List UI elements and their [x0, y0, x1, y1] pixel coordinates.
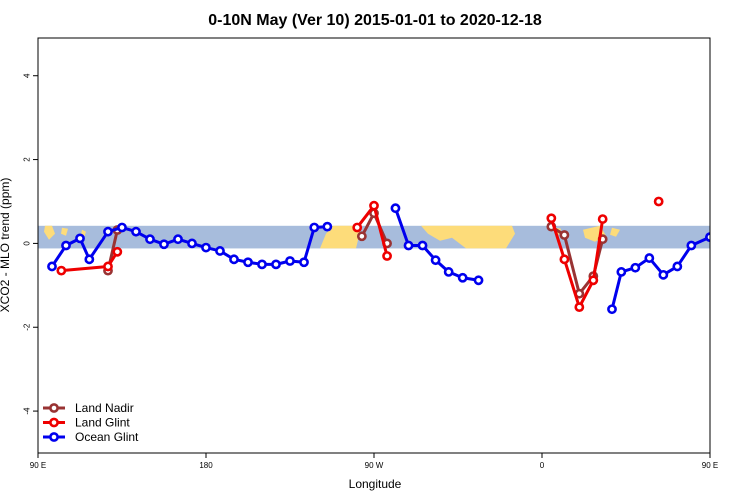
data-point: [322, 221, 333, 232]
y-tick-label: 4: [22, 73, 31, 78]
y-axis-label: XCO2 - MLO trend (ppm): [0, 178, 12, 313]
data-point: [382, 251, 392, 261]
data-point: [187, 238, 197, 249]
y-tick-label: 0: [22, 241, 31, 246]
land-patch: [61, 227, 68, 236]
data-point: [417, 240, 428, 251]
data-point: [403, 240, 414, 251]
data-point: [56, 265, 67, 276]
x-axis-label: Longitude: [349, 477, 402, 491]
data-point: [607, 304, 617, 315]
y-tick-label: 2: [22, 157, 31, 162]
data-point: [201, 242, 211, 253]
data-point: [457, 272, 468, 283]
data-point: [730, 228, 737, 235]
y-tick-label: -4: [22, 407, 31, 415]
legend-label: Land Glint: [75, 416, 130, 430]
data-point: [112, 246, 123, 257]
data-point: [215, 246, 225, 256]
x-tick-label: 90 W: [365, 461, 384, 470]
data-point: [644, 253, 655, 263]
data-point: [705, 232, 710, 243]
data-point: [369, 200, 379, 211]
data-point: [84, 254, 95, 265]
data-point: [686, 240, 697, 251]
data-point: [285, 256, 295, 266]
series-land-nadir: [103, 208, 608, 299]
x-tick-label: 90 E: [30, 461, 46, 470]
series-line: [708, 237, 710, 242]
data-point: [47, 261, 57, 272]
data-point: [229, 254, 239, 265]
data-point: [117, 222, 127, 233]
x-tick-label: 180: [199, 461, 213, 470]
data-point: [356, 231, 367, 242]
data-point: [352, 222, 363, 233]
data-point: [716, 257, 723, 264]
data-point: [309, 222, 320, 233]
data-point: [653, 196, 664, 207]
legend-label: Ocean Glint: [75, 430, 139, 444]
data-point: [257, 259, 267, 270]
series-land-glint: [56, 196, 750, 313]
data-point: [103, 226, 113, 237]
data-point: [574, 302, 585, 313]
land-layer: [44, 225, 620, 249]
land-patch: [44, 225, 55, 240]
data-point: [658, 269, 669, 280]
data-point: [597, 214, 608, 224]
y-tick-label: -2: [22, 323, 31, 331]
land-patch: [610, 227, 620, 237]
data-point: [145, 234, 155, 245]
data-point: [103, 261, 113, 272]
data-point: [559, 254, 570, 265]
series-layer: [47, 196, 750, 315]
data-point: [630, 262, 641, 273]
data-point: [271, 259, 281, 270]
x-tick-label: 90 E: [702, 461, 718, 470]
y-axis: -4 -2 0 2 4: [22, 73, 38, 415]
data-point: [672, 261, 683, 272]
land-patch: [320, 225, 360, 249]
data-point: [390, 203, 401, 214]
data-point: [559, 230, 570, 240]
data-point: [739, 267, 746, 274]
data-point: [546, 213, 557, 224]
data-point: [430, 255, 441, 266]
series-line: [743, 252, 750, 271]
x-axis: 90 E 180 90 W 0 90 E: [30, 453, 718, 470]
series-ocean-glint: [47, 203, 750, 315]
data-point: [744, 224, 750, 231]
data-point: [159, 239, 169, 250]
data-point: [299, 257, 309, 268]
data-point: [243, 257, 253, 268]
data-point: [75, 233, 85, 244]
data-point: [61, 240, 71, 251]
legend-marker: [49, 403, 59, 413]
x-tick-label: 0: [540, 461, 545, 470]
legend-label: Land Nadir: [75, 401, 134, 415]
legend-marker: [49, 417, 59, 428]
data-point: [473, 275, 484, 286]
data-point: [131, 226, 141, 237]
data-point: [443, 267, 454, 277]
data-point: [616, 267, 627, 277]
chart-title: 0-10N May (Ver 10) 2015-01-01 to 2020-12…: [208, 12, 542, 29]
land-patch: [421, 225, 515, 249]
data-point: [173, 234, 183, 245]
legend-marker: [49, 432, 59, 442]
data-point: [588, 275, 599, 286]
